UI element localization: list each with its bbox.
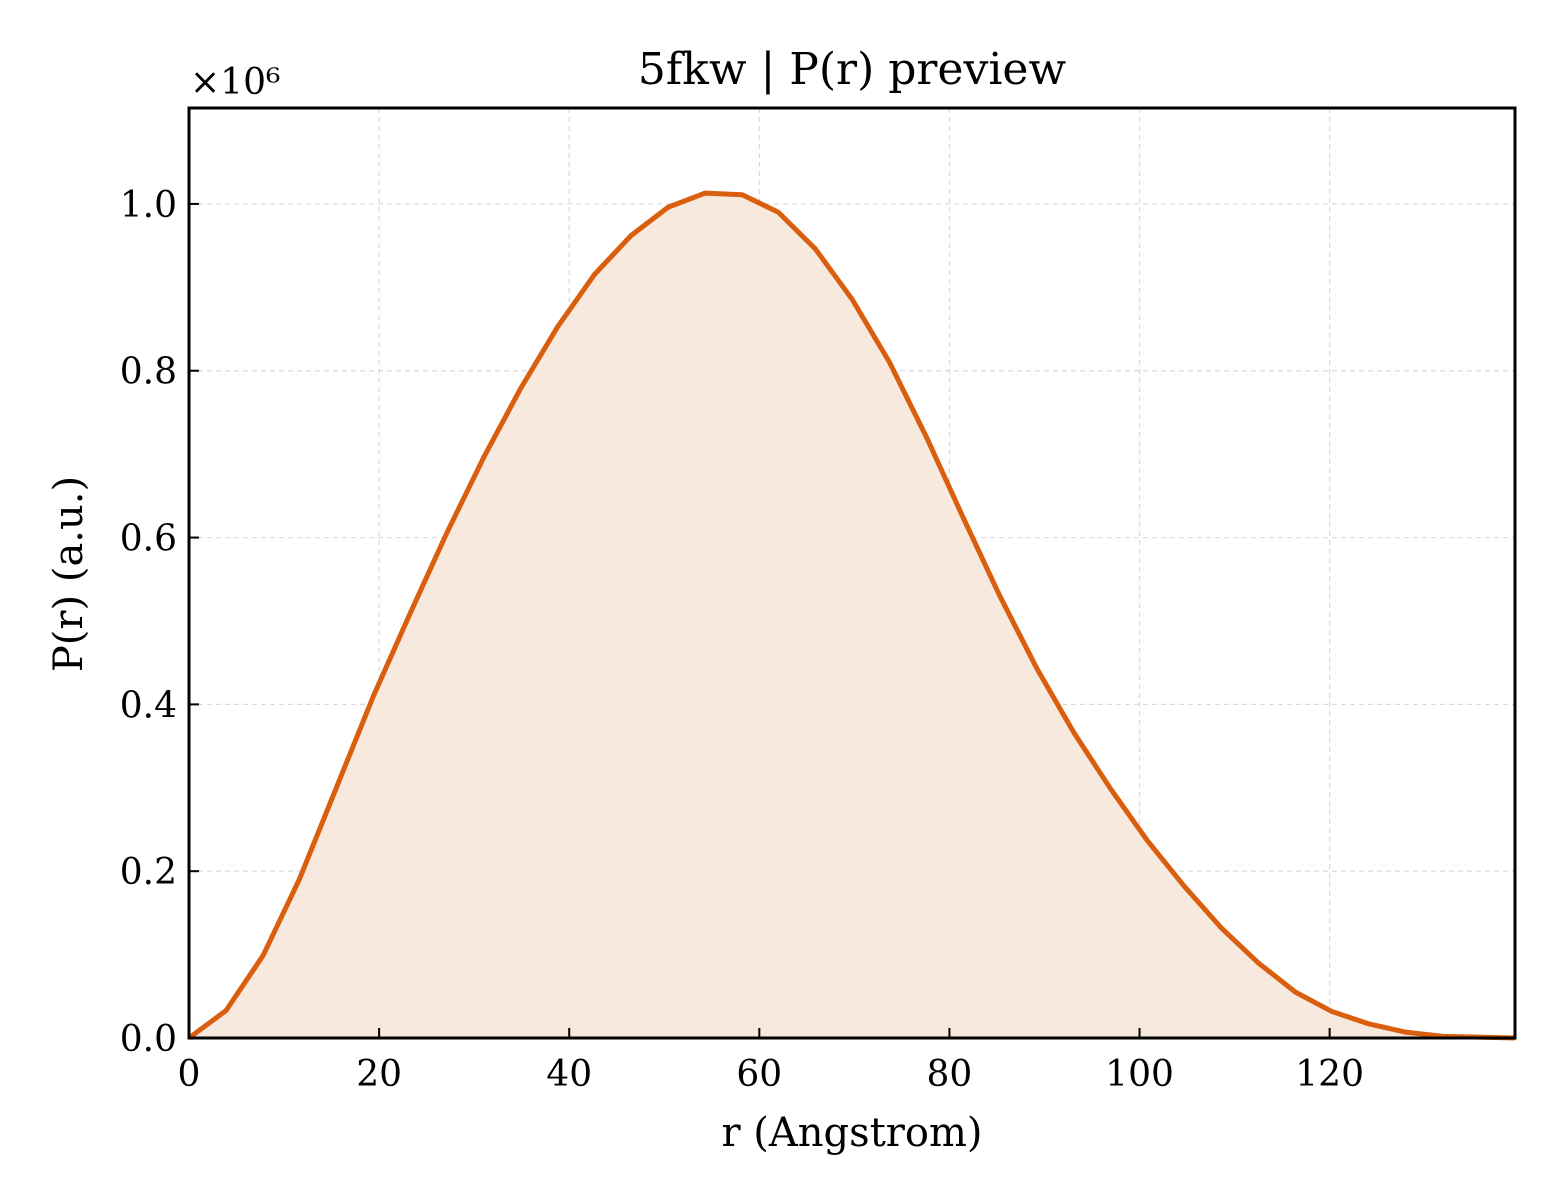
- series-layer: [187, 190, 1516, 1041]
- x-axis-label: r (Angstrom): [721, 1110, 982, 1156]
- x-axis: 0 20 40 60 80 100 120: [178, 1028, 1364, 1095]
- y-tick-label: 0.8: [120, 352, 177, 393]
- y-axis-multiplier: ×10⁶: [190, 62, 280, 103]
- x-tick-label: 40: [546, 1054, 592, 1095]
- y-tick-label: 1.0: [120, 185, 177, 226]
- x-tick-label: 100: [1105, 1054, 1174, 1095]
- y-tick-label: 0.0: [120, 1019, 177, 1060]
- chart-title: 5fkw | P(r) preview: [638, 44, 1067, 95]
- x-tick-label: 120: [1295, 1054, 1364, 1095]
- pr-series-line: [187, 190, 1516, 1041]
- y-tick-label: 0.6: [120, 519, 177, 560]
- x-tick-label: 0: [178, 1054, 201, 1095]
- y-tick-label: 0.2: [120, 852, 177, 893]
- y-tick-label: 0.4: [120, 685, 177, 726]
- y-axis: 0.0 0.2 0.4 0.6 0.8 1.0: [120, 185, 199, 1060]
- x-tick-label: 80: [927, 1054, 973, 1095]
- plot-frame: [187, 106, 1517, 1040]
- x-tick-label: 20: [356, 1054, 402, 1095]
- y-axis-label: P(r) (a.u.): [46, 476, 92, 672]
- x-tick-label: 60: [736, 1054, 782, 1095]
- pr-area-fill: [189, 193, 1515, 1038]
